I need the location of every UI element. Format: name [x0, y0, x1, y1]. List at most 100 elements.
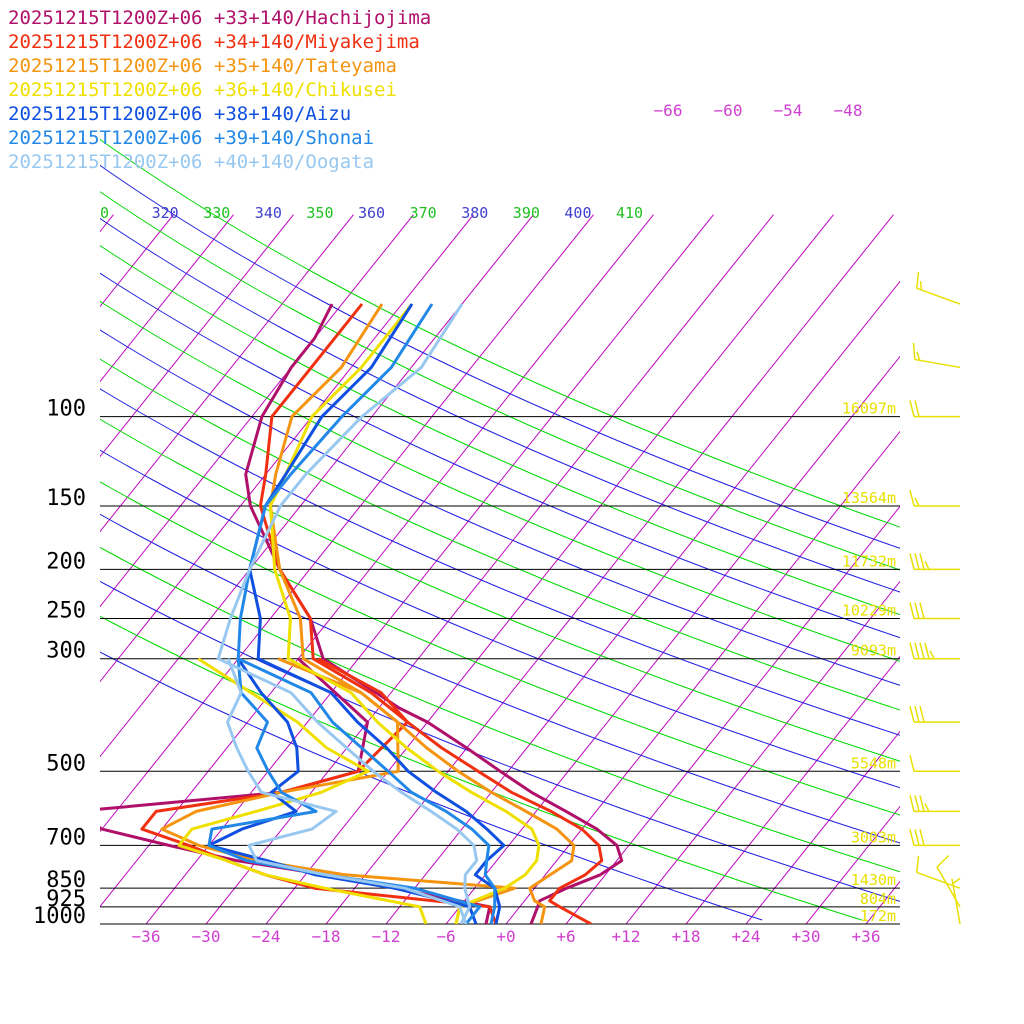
- dry-adiabat-line: [100, 481, 900, 816]
- wind-barb-feather: [914, 642, 920, 659]
- wind-barb-feather: [914, 602, 920, 619]
- pressure-tick-label: 500: [46, 751, 86, 776]
- wind-barb-staff: [936, 866, 961, 908]
- wind-barb: [916, 855, 961, 889]
- legend-entry: 20251215T1200Z+06 +35+140/Tateyama: [8, 55, 397, 77]
- legend-entry: 20251215T1200Z+06 +38+140/Aizu: [8, 103, 351, 125]
- wind-barb: [909, 755, 960, 773]
- wind-barb-feather: [924, 561, 930, 570]
- temperature-profile-line: [244, 303, 624, 924]
- wind-barb: [909, 400, 960, 418]
- pressure-tick-label: 700: [46, 825, 86, 850]
- wind-barb-staff: [916, 287, 961, 305]
- wind-barb-feather: [916, 271, 920, 289]
- theta-label: 410: [616, 204, 643, 222]
- isotherm-line: [625, 580, 900, 924]
- wind-barb-feather: [909, 642, 915, 659]
- dry-adiabat-line: [100, 329, 900, 686]
- height-label: 804m: [860, 890, 896, 908]
- wind-barb-feather: [909, 705, 915, 723]
- wind-barb: [909, 489, 960, 507]
- wind-barb-feather: [914, 400, 920, 417]
- wind-barb-feather: [914, 795, 920, 812]
- wind-barb-feather: [909, 795, 915, 812]
- wind-barb: [909, 705, 960, 723]
- dry-adiabat-line: [100, 164, 900, 549]
- temperature-tick-label: −6: [436, 927, 455, 946]
- dry-adiabat-line: [100, 300, 900, 662]
- theta-label: 360: [358, 204, 385, 222]
- wind-barb-feather: [929, 650, 935, 660]
- dry-adiabat-line: [100, 651, 763, 921]
- height-label: 1430m: [851, 871, 896, 889]
- pressure-tick-label: 250: [46, 599, 86, 624]
- wind-barb: [912, 342, 961, 369]
- height-label: 9093m: [851, 642, 896, 660]
- dry-adiabat-line: [100, 513, 900, 844]
- height-label: 16097m: [842, 400, 896, 418]
- dry-adiabat-line: [100, 418, 900, 762]
- legend-entry: 20251215T1200Z+06 +36+140/Chikusei: [8, 79, 397, 101]
- height-label: 172m: [860, 907, 896, 925]
- theta-label: 380: [461, 204, 488, 222]
- wind-barb-feather: [936, 854, 950, 868]
- pressure-tick-label: 925: [46, 887, 86, 912]
- temperature-profile-line: [258, 303, 604, 924]
- temperature-tick-label: +24: [732, 927, 761, 946]
- temperature-tick-label: +6: [556, 927, 575, 946]
- wind-barb-staff: [916, 871, 961, 889]
- dewpoint-profile-line: [177, 657, 428, 924]
- dry-adiabat-line: [100, 191, 900, 571]
- wind-barb: [909, 553, 960, 571]
- wind-barb-feather: [919, 795, 925, 812]
- isotherm-line: [685, 655, 900, 924]
- dewpoint-profile-line: [207, 658, 482, 924]
- upper-isotherm-label: −60: [714, 101, 743, 120]
- temperature-tick-label: +36: [852, 927, 881, 946]
- dry-adiabat-line: [100, 615, 862, 921]
- pressure-tick-label: 200: [46, 549, 86, 574]
- wind-barb-staff: [914, 358, 961, 369]
- isotherm-line: [100, 214, 234, 383]
- wind-barb-feather: [919, 642, 925, 659]
- isotherm-line: [986, 215, 1024, 924]
- upper-isotherm-label: −54: [774, 101, 803, 120]
- dewpoint-profile-line: [226, 658, 468, 924]
- wind-barb-feather: [919, 705, 925, 723]
- dry-adiabat-line: [100, 358, 900, 711]
- wind-barb-feather: [916, 351, 921, 361]
- sounding-profiles: [100, 303, 624, 924]
- temperature-tick-label: −30: [192, 927, 221, 946]
- wind-barb: [909, 642, 960, 660]
- temperature-profile-line: [268, 303, 576, 924]
- theta-label: 0: [100, 204, 109, 222]
- pressure-tick-label: 100: [46, 397, 86, 422]
- isotherm-line: [100, 214, 294, 458]
- wind-barb-feather: [916, 855, 920, 873]
- theta-label: 400: [564, 204, 591, 222]
- wind-barb-feather: [909, 489, 915, 507]
- theta-label: 370: [410, 204, 437, 222]
- wind-barb: [909, 829, 960, 847]
- wind-barb-feather: [924, 642, 930, 659]
- dry-adiabat-line: [100, 546, 900, 873]
- legend: 20251215T1200Z+06 +33+140/Hachijojima 202…: [8, 7, 431, 173]
- wind-barb-feather: [952, 877, 961, 885]
- wind-barb-feather: [919, 553, 925, 570]
- theta-label: 390: [513, 204, 540, 222]
- dry-adiabat-line: [100, 245, 900, 616]
- height-label: 10229m: [842, 602, 896, 620]
- isotherm-line: [100, 214, 354, 533]
- legend-entry: 20251215T1200Z+06 +33+140/Hachijojima: [8, 7, 431, 29]
- wind-barb-feather: [909, 400, 915, 417]
- temperature-profile-line: [216, 303, 479, 924]
- dry-adiabat-line: [100, 388, 900, 736]
- wind-barb: [909, 795, 960, 813]
- temperature-profile-line: [236, 303, 497, 924]
- pressure-tick-label: 1000: [33, 904, 86, 929]
- wind-barb: [916, 271, 961, 305]
- wind-barb-feather: [909, 553, 915, 570]
- temperature-tick-label: −24: [252, 927, 281, 946]
